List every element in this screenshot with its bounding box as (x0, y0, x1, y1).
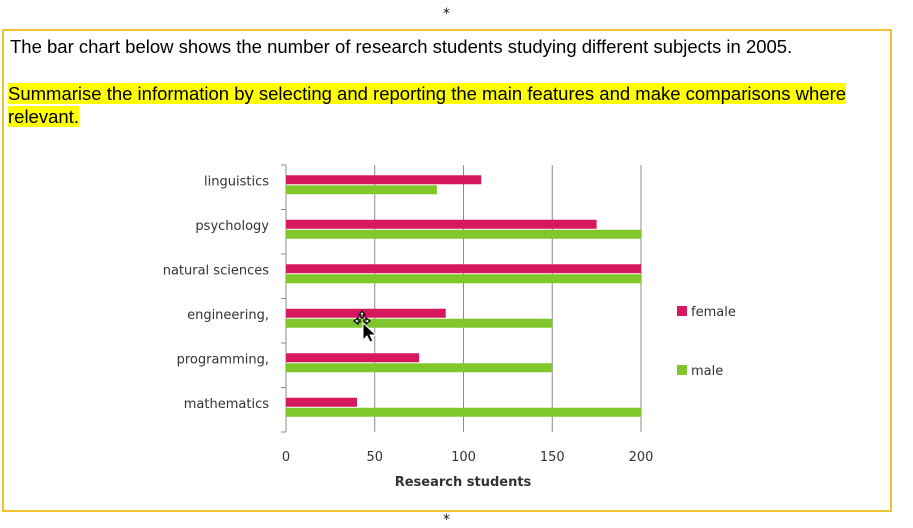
bar-female (286, 353, 420, 363)
legend-swatch-male (677, 365, 687, 375)
task-instruction: Summarise the information by selecting a… (8, 82, 884, 128)
x-axis-label: Research students (395, 475, 532, 490)
star-mark-bottom: * (443, 512, 450, 528)
x-tick-label: 0 (282, 450, 290, 465)
move-cursor-icon (353, 310, 378, 343)
bar-female (286, 175, 482, 185)
category-label: psychology (195, 219, 269, 234)
task-description: The bar chart below shows the number of … (10, 36, 793, 57)
bar-male (286, 185, 437, 195)
bar-female (286, 397, 357, 407)
bar-female (286, 308, 446, 318)
bar-female (286, 219, 597, 229)
prompt-frame (2, 29, 892, 512)
bar-female (286, 264, 641, 274)
bar-male (286, 274, 641, 284)
x-tick-label: 100 (451, 450, 476, 465)
category-label: engineering, (187, 308, 269, 323)
legend-swatch-female (677, 306, 687, 316)
category-label: linguistics (204, 174, 269, 189)
legend-label-female: female (691, 305, 736, 320)
x-tick-label: 150 (540, 450, 565, 465)
x-tick-label: 200 (629, 450, 654, 465)
legend-label-male: male (691, 364, 723, 379)
bar-male (286, 229, 641, 239)
bar-male (286, 407, 641, 417)
x-tick-label: 50 (366, 450, 383, 465)
category-label: mathematics (184, 397, 269, 412)
category-label: programming, (177, 352, 269, 367)
star-mark-top: * (443, 6, 450, 22)
bar-male (286, 363, 553, 373)
bar-male (286, 318, 553, 328)
category-label: natural sciences (163, 263, 270, 278)
